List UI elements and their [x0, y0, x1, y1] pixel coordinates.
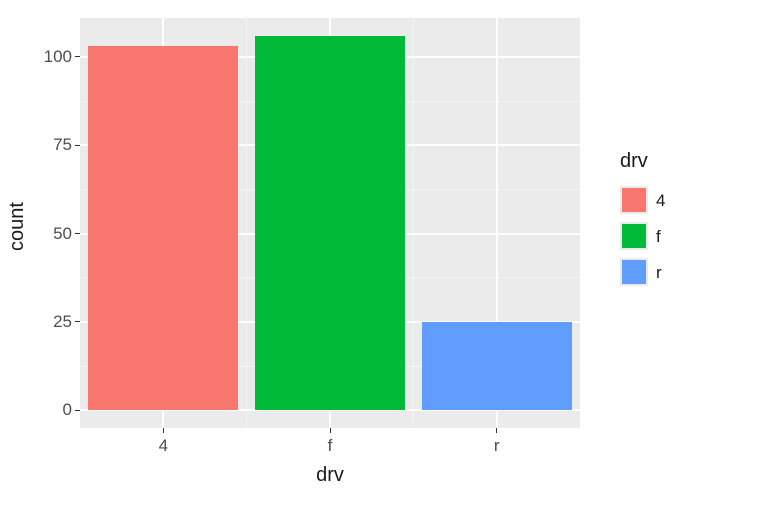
x-tick [330, 428, 331, 433]
legend-label: r [656, 263, 662, 283]
bar [255, 36, 405, 411]
gridline-minor-v [413, 18, 414, 428]
gridline-minor-v [246, 18, 247, 428]
y-tick [75, 145, 80, 146]
x-tick [496, 428, 497, 433]
y-tick [75, 321, 80, 322]
y-tick-label: 100 [44, 47, 72, 67]
legend-swatch-fill [622, 188, 646, 212]
x-tick-label: r [467, 436, 527, 456]
legend-swatch [620, 258, 648, 286]
legend-swatch [620, 186, 648, 214]
legend-swatch-fill [622, 260, 646, 284]
y-tick-label: 50 [53, 224, 72, 244]
y-tick [75, 410, 80, 411]
legend-label: 4 [656, 191, 665, 211]
y-tick-label: 25 [53, 312, 72, 332]
y-tick-label: 75 [53, 135, 72, 155]
x-tick-label: f [300, 436, 360, 456]
x-tick-label: 4 [133, 436, 193, 456]
legend-swatch-fill [622, 224, 646, 248]
x-axis-title: drv [80, 464, 580, 487]
y-tick-label: 0 [63, 400, 72, 420]
bar [422, 322, 572, 410]
legend-label: f [656, 227, 661, 247]
y-axis-title: count [6, 202, 29, 251]
y-tick [75, 56, 80, 57]
legend-title: drv [620, 150, 648, 173]
x-tick [163, 428, 164, 433]
y-tick [75, 233, 80, 234]
bar [88, 46, 238, 410]
legend-swatch [620, 222, 648, 250]
chart-container: 02550751004frcountdrvdrv4fr [0, 0, 768, 512]
